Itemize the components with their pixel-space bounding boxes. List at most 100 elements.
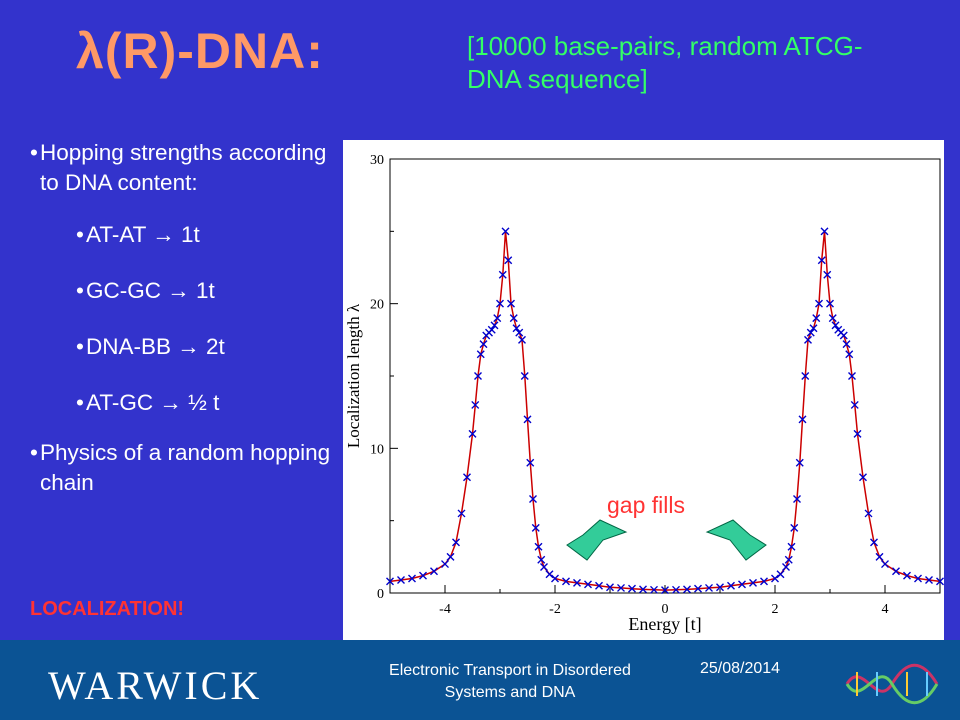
data-point bbox=[441, 560, 449, 569]
footer-bar: WARWICK Electronic Transport in Disorder… bbox=[0, 640, 960, 720]
data-point bbox=[881, 560, 889, 569]
data-point bbox=[661, 586, 669, 595]
data-point bbox=[875, 552, 884, 561]
data-point bbox=[853, 429, 862, 438]
data-point bbox=[795, 458, 804, 467]
localization-plot: -4 -2 0 2 4 0 10 20 30 Energy [t] Localization l… bbox=[343, 140, 944, 640]
data-point bbox=[798, 415, 807, 424]
bullet-at-gc: AT-GC → ½ t bbox=[76, 388, 350, 418]
y-tick-label: 20 bbox=[370, 298, 384, 313]
data-point bbox=[551, 574, 559, 583]
data-point bbox=[468, 429, 477, 438]
data-point bbox=[784, 555, 793, 564]
arrow-right bbox=[705, 519, 767, 561]
slide-subtitle: [10000 base-pairs, random ATCG-DNA seque… bbox=[467, 31, 863, 94]
data-point bbox=[595, 581, 603, 590]
data-point bbox=[809, 324, 818, 333]
data-point bbox=[760, 577, 768, 586]
data-point bbox=[457, 509, 466, 518]
data-point bbox=[936, 577, 944, 586]
footer-date: 25/08/2014 bbox=[700, 660, 781, 677]
data-point bbox=[526, 458, 535, 467]
data-point bbox=[493, 314, 502, 323]
data-point bbox=[606, 583, 614, 592]
data-point bbox=[534, 542, 543, 551]
axis-ticks: -4 -2 0 2 4 0 10 20 30 bbox=[370, 153, 941, 617]
x-tick-label: 0 bbox=[662, 602, 669, 617]
data-series bbox=[386, 227, 944, 595]
bullet-hopping: Hopping strengths according to DNA conte… bbox=[30, 138, 350, 198]
y-tick-label: 30 bbox=[370, 153, 384, 168]
data-point bbox=[826, 299, 834, 308]
data-point bbox=[804, 335, 812, 344]
data-point bbox=[531, 523, 540, 532]
data-point bbox=[452, 538, 460, 547]
data-point bbox=[823, 270, 832, 279]
data-point bbox=[498, 270, 507, 279]
bullet-list: Hopping strengths according to DNA conte… bbox=[30, 138, 350, 498]
data-point bbox=[859, 473, 867, 482]
data-point bbox=[639, 585, 647, 594]
bullet-at-at: AT-AT → 1t bbox=[76, 220, 350, 250]
data-point bbox=[397, 575, 405, 584]
data-point bbox=[523, 415, 532, 424]
data-point bbox=[504, 256, 513, 265]
data-point bbox=[903, 571, 911, 580]
data-point bbox=[446, 552, 455, 561]
data-point bbox=[507, 299, 515, 308]
data-point bbox=[776, 570, 785, 579]
data-point bbox=[496, 299, 504, 308]
y-tick-label: 10 bbox=[370, 442, 384, 457]
data-point bbox=[694, 584, 702, 593]
data-point bbox=[870, 538, 878, 547]
arrow-left bbox=[566, 519, 628, 561]
x-tick-label: 4 bbox=[882, 602, 889, 617]
dna-logo-icon bbox=[845, 663, 939, 705]
x-tick-label: -2 bbox=[549, 602, 561, 617]
data-point bbox=[650, 585, 658, 594]
data-point bbox=[515, 328, 524, 337]
data-point bbox=[787, 542, 796, 551]
localization-emphasis: LOCALIZATION! bbox=[30, 598, 185, 620]
data-point bbox=[727, 581, 735, 590]
data-point bbox=[545, 570, 554, 579]
data-point bbox=[408, 574, 416, 583]
data-point bbox=[463, 473, 471, 482]
bullet-gc-gc: GC-GC → 1t bbox=[76, 276, 350, 306]
data-point bbox=[793, 494, 801, 503]
data-point bbox=[842, 340, 851, 349]
data-point bbox=[848, 372, 856, 380]
data-point bbox=[487, 325, 496, 334]
data-point bbox=[892, 567, 900, 576]
data-point bbox=[386, 577, 394, 586]
data-point bbox=[716, 583, 724, 592]
bullet-dna-bb: DNA-BB → 2t bbox=[76, 332, 350, 362]
data-point bbox=[828, 314, 837, 323]
plot-frame bbox=[389, 158, 941, 594]
data-point bbox=[476, 350, 485, 359]
data-point bbox=[672, 585, 680, 594]
data-point bbox=[812, 314, 821, 323]
data-point bbox=[584, 580, 592, 589]
data-point bbox=[705, 583, 713, 592]
footer-talk-title: Electronic Transport in Disordered Syste… bbox=[389, 662, 631, 701]
data-point bbox=[845, 350, 854, 359]
localization-chart: -4 -2 0 2 4 0 10 20 30 Energy [t] Localization l… bbox=[344, 153, 944, 634]
data-point bbox=[501, 227, 510, 236]
data-point bbox=[537, 555, 546, 564]
data-point bbox=[790, 523, 799, 532]
data-point bbox=[518, 335, 526, 344]
data-point bbox=[419, 571, 427, 580]
data-point bbox=[573, 578, 581, 587]
data-point bbox=[628, 584, 636, 593]
data-point bbox=[749, 578, 757, 587]
data-point bbox=[925, 575, 933, 584]
data-point bbox=[683, 585, 691, 594]
gap-fills-label: gap fills bbox=[607, 492, 685, 518]
slide-title: λ(R)-DNA: bbox=[76, 23, 324, 79]
data-point bbox=[850, 400, 859, 409]
x-axis-label: Energy [t] bbox=[628, 614, 701, 634]
data-point bbox=[738, 580, 746, 589]
bullet-physics: Physics of a random hopping chain bbox=[30, 438, 350, 498]
data-point bbox=[831, 321, 840, 330]
